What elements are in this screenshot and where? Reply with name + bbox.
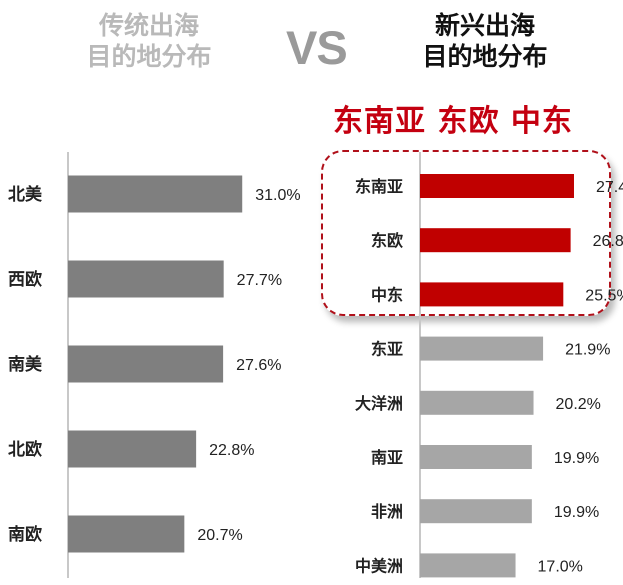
right-bar — [420, 336, 544, 361]
emerging-destinations-heading: 新兴出海 目的地分布 — [400, 10, 570, 72]
left-value-label: 31.0% — [255, 187, 300, 204]
right-bar — [420, 445, 532, 469]
right-highlighted-bar — [420, 174, 574, 198]
right-bar — [420, 499, 532, 524]
left-value-label: 27.6% — [236, 357, 281, 374]
left-value-label: 20.7% — [197, 527, 242, 544]
left-category-label: 北美 — [8, 184, 43, 205]
right-category-label: 南亚 — [371, 448, 403, 467]
left-value-label: 22.8% — [209, 442, 254, 459]
left-bar — [68, 515, 185, 553]
right-value-label: 27.4% — [596, 179, 623, 196]
traditional-heading-line2: 目的地分布 — [86, 42, 212, 71]
left-bar — [68, 175, 243, 213]
right-highlighted-bar — [420, 228, 571, 253]
emerging-heading-line2: 目的地分布 — [422, 42, 548, 71]
left-value-label: 27.7% — [237, 272, 282, 289]
right-category-label: 中东 — [371, 285, 403, 304]
right-value-label: 21.9% — [565, 342, 610, 359]
left-bar — [68, 345, 224, 383]
right-bar — [420, 390, 534, 415]
left-category-label: 南欧 — [8, 524, 42, 545]
right-value-label: 19.9% — [554, 504, 599, 521]
vs-label: VS — [286, 21, 348, 74]
right-value-label: 17.0% — [538, 558, 583, 575]
left-category-label: 南美 — [8, 354, 43, 375]
left-bar — [68, 260, 224, 298]
highlight-regions-title: 东南亚 东欧 中东 — [333, 104, 573, 139]
right-category-label: 中美洲 — [355, 556, 403, 575]
right-category-label: 大洋洲 — [355, 394, 403, 413]
left-category-label: 西欧 — [8, 269, 42, 290]
traditional-heading-line1: 传统出海 — [98, 11, 199, 40]
right-value-label: 20.2% — [556, 396, 601, 413]
right-category-label: 东亚 — [371, 340, 403, 359]
left-bar — [68, 430, 197, 468]
right-value-label: 25.5% — [585, 287, 623, 304]
traditional-destinations-heading: 传统出海 目的地分布 — [62, 10, 236, 72]
right-bar — [420, 553, 516, 578]
right-category-label: 东欧 — [371, 231, 403, 250]
right-value-label: 26.8% — [593, 233, 623, 250]
right-category-label: 东南亚 — [355, 177, 403, 196]
left-category-label: 北欧 — [8, 439, 42, 460]
right-category-label: 非洲 — [371, 502, 403, 521]
right-highlighted-bar — [420, 282, 564, 307]
highlight-dashed-box — [321, 150, 611, 316]
emerging-heading-line1: 新兴出海 — [434, 11, 535, 40]
right-value-label: 19.9% — [554, 450, 599, 467]
